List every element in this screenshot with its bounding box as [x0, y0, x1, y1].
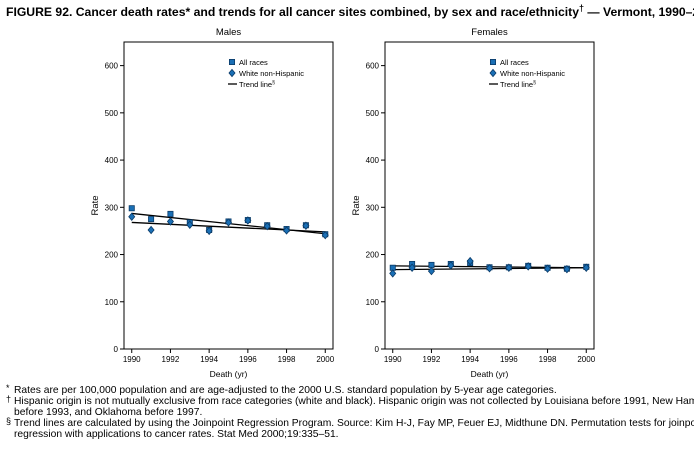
- footnote-1: * Rates are per 100,000 population and ar…: [6, 383, 692, 396]
- x-tick-label: 1990: [123, 355, 141, 364]
- legend-swatch-diamond: [489, 68, 497, 78]
- x-tick-label: 1998: [278, 355, 296, 364]
- data-point-diamond: [427, 266, 435, 276]
- legend: All races White non-Hispanic Trend line§: [228, 58, 304, 89]
- panel-title: Females: [471, 27, 508, 38]
- legend-swatch-square: [489, 59, 496, 66]
- y-axis-label: Rate: [90, 195, 101, 215]
- y-tick-label: 400: [366, 156, 380, 165]
- trend-line: [131, 221, 326, 233]
- footnotes: * Rates are per 100,000 population and ar…: [6, 383, 694, 440]
- y-tick-label: 100: [105, 298, 119, 307]
- legend-label: White non-Hispanic: [239, 69, 304, 78]
- data-point-diamond: [166, 217, 174, 226]
- data-point-square: [167, 210, 174, 217]
- y-tick-label: 600: [366, 62, 380, 71]
- legend-label: All races: [239, 58, 268, 67]
- y-axis-label: Rate: [351, 195, 362, 215]
- y-tick-label: 300: [366, 203, 380, 212]
- figure-title: FIGURE 92. Cancer death rates* and trend…: [6, 3, 694, 20]
- x-tick-label: 1998: [539, 355, 557, 364]
- x-axis-label: Death (yr): [471, 369, 509, 379]
- plot-frame: [123, 41, 334, 350]
- x-tick-label: 2000: [577, 355, 595, 364]
- data-point-diamond: [205, 226, 213, 236]
- legend-trend-mark: §: [533, 80, 536, 86]
- data-point-diamond: [302, 221, 310, 230]
- legend-swatch-diamond: [228, 68, 236, 78]
- data-point-diamond: [283, 226, 291, 235]
- legend-label: All races: [500, 58, 529, 67]
- data-point-diamond: [147, 225, 155, 235]
- x-tick-label: 1996: [500, 355, 518, 364]
- y-tick-label: 500: [105, 109, 119, 118]
- footnote-3: § Trend lines are calculated by using the…: [6, 416, 694, 429]
- footnote-3-continued: regression with applications to cancer r…: [6, 429, 692, 440]
- data-point-diamond: [485, 264, 494, 273]
- footnote-2-text: Hispanic origin is not mutually exclusiv…: [14, 396, 694, 407]
- data-point-square: [428, 261, 435, 268]
- footnote-2-mark: †: [6, 394, 12, 404]
- plot-frame: [384, 41, 595, 350]
- y-tick-label: 200: [105, 251, 119, 260]
- x-tick-label: 1990: [384, 355, 402, 364]
- y-tick-label: 200: [366, 251, 380, 260]
- footnote-2-continued: before 1993, and Oklahoma before 1997.: [6, 407, 692, 418]
- footnote-4-mark: §: [6, 416, 12, 426]
- legend: All races White non-Hispanic Trend line§: [489, 58, 565, 89]
- footnote-5-text: regression with applications to cancer r…: [14, 429, 339, 440]
- x-tick-label: 1992: [162, 355, 180, 364]
- footnote-1-text: Rates are per 100,000 population and are…: [14, 385, 557, 396]
- footnote-2: † Hispanic origin is not mutually exclusi…: [6, 394, 694, 407]
- y-tick-label: 0: [114, 345, 119, 354]
- data-point-diamond: [524, 262, 532, 271]
- y-tick-label: 0: [375, 345, 380, 354]
- data-point-diamond: [128, 212, 136, 221]
- legend-trend-mark: §: [272, 80, 275, 86]
- data-point-diamond: [563, 264, 571, 274]
- x-tick-label: 2000: [316, 355, 334, 364]
- panel-title: Males: [216, 27, 242, 38]
- data-point-diamond: [466, 256, 474, 266]
- data-point-diamond: [244, 216, 252, 225]
- x-axis-label: Death (yr): [210, 369, 248, 379]
- footnote-4-text: Trend lines are calculated by using the …: [14, 418, 694, 429]
- data-point-diamond: [582, 263, 590, 272]
- data-point-diamond: [544, 264, 552, 273]
- legend-label: Trend line§: [500, 80, 536, 89]
- y-tick-label: 100: [366, 298, 380, 307]
- x-tick-label: 1994: [200, 355, 218, 364]
- x-tick-label: 1992: [423, 355, 441, 364]
- data-point-square: [128, 205, 135, 212]
- chart-panel-females: Females 0 100 200 300 400 500 600 1990 1992 1994 19…: [351, 27, 596, 379]
- y-tick-label: 600: [105, 62, 119, 71]
- x-tick-label: 1994: [461, 355, 479, 364]
- data-point-diamond: [224, 218, 233, 227]
- footnote-3-text: before 1993, and Oklahoma before 1997.: [14, 407, 203, 418]
- data-point-diamond: [186, 220, 194, 230]
- figure-title-mark: †: [579, 3, 585, 13]
- chart-panel-males: Males 0 100 200 300 400 500 600 1990 1992 1994 1996…: [90, 27, 335, 379]
- figure-title-text: FIGURE 92. Cancer death rates* and trend…: [6, 5, 580, 20]
- data-point-diamond: [505, 263, 513, 272]
- legend-label: White non-Hispanic: [500, 69, 565, 78]
- data-point-square: [148, 216, 155, 223]
- y-tick-label: 300: [105, 203, 119, 212]
- figure-title-suffix: — Vermont, 1990–2000: [587, 5, 694, 20]
- data-point-diamond: [408, 263, 416, 272]
- x-tick-label: 1996: [239, 355, 257, 364]
- y-tick-label: 500: [366, 109, 380, 118]
- data-point-diamond: [447, 261, 455, 270]
- data-point-diamond: [321, 230, 329, 240]
- y-tick-label: 400: [105, 156, 119, 165]
- footnote-1-mark: *: [6, 383, 10, 393]
- legend-swatch-square: [228, 59, 235, 66]
- data-point-diamond: [263, 221, 271, 231]
- data-point-diamond: [389, 269, 397, 278]
- legend-label: Trend line§: [239, 80, 275, 89]
